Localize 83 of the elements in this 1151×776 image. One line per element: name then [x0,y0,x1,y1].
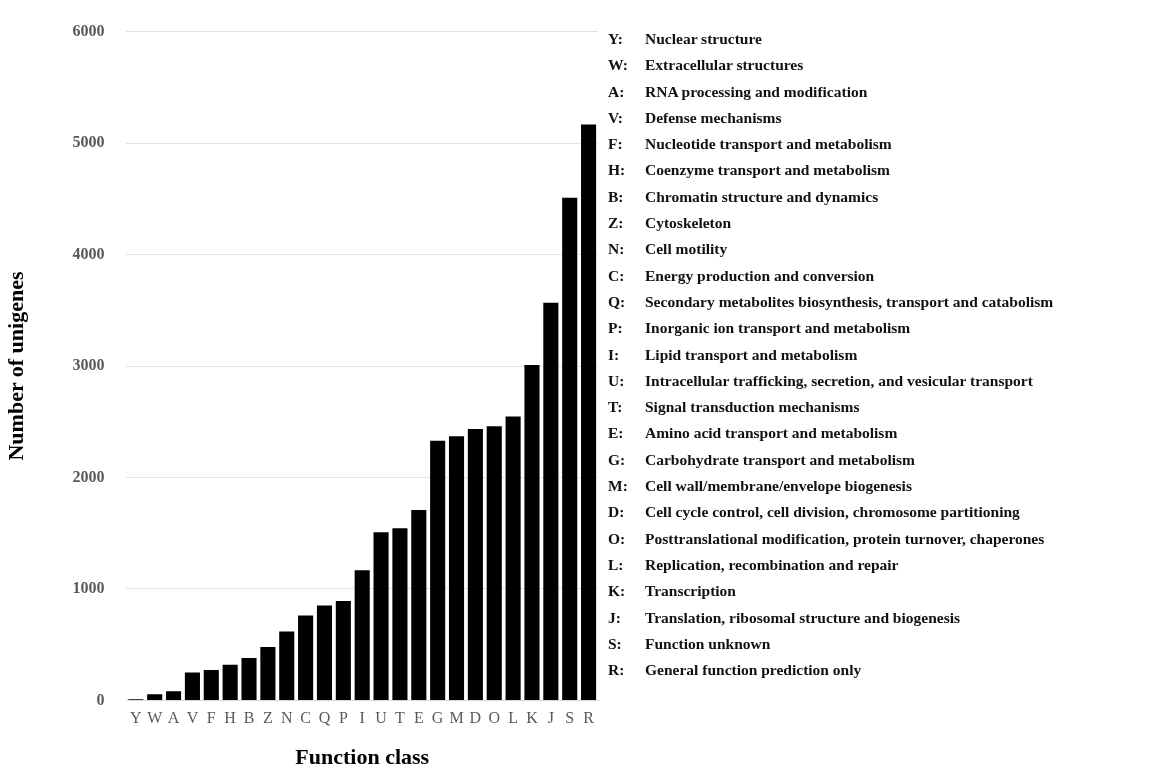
text: A: RNA processing and modification [608,82,868,100]
text: V: Defense mechanisms [608,108,782,126]
x-tick-label: L [508,709,518,727]
x-tick-label: U [375,709,388,727]
text: T: Signal transduction mechanisms [608,398,860,416]
y-tick-label: 6000 [72,21,105,39]
bar [203,670,219,700]
bar [335,601,351,700]
bar [147,694,163,700]
bar [392,528,408,700]
x-tick-label: S [565,709,575,727]
x-tick-label: K [526,709,539,727]
y-tick-label: 5000 [72,133,105,151]
text: H: Coenzyme transport and metabolism [608,161,890,179]
bar [298,615,314,700]
y-tick-label: 3000 [72,356,105,374]
bar [279,631,295,700]
bar [166,691,182,700]
bar [505,416,521,700]
x-tick-label: M [449,709,464,727]
text: E: Amino acid transport and metabolism [608,424,898,442]
text: S: Function unknown [608,634,771,652]
text: D: Cell cycle control, cell division, chromosome partitioning [608,503,1020,521]
text: B: Chromatin structure and dynamics [608,187,879,205]
y-tick-label: 0 [96,690,105,708]
x-tick-label: I [359,709,365,727]
bar [524,365,540,700]
text: U: Intracellular trafficking, secretion, and vesicular transport [608,371,1033,389]
x-tick-label: O [488,709,501,727]
text: J: Translation, ribosomal structure and biogenesis [608,608,961,626]
bar [373,532,389,700]
text: I: Lipid transport and metabolism [608,345,858,363]
x-tick-label: G [431,709,444,727]
x-tick-label: P [338,709,348,727]
bar [241,658,257,700]
bar [184,672,200,700]
text: R: General function prediction only [608,661,862,679]
x-tick-label: J [547,709,554,727]
x-tick-label: C [300,709,311,727]
y-tick-label: 1000 [72,579,105,597]
bar [316,605,333,700]
x-tick-label: E [413,709,424,727]
text: Y: Nuclear structure [608,30,762,47]
bar [448,436,465,700]
text: W: Extracellular structures [608,55,804,76]
text: C: Energy production and conversion [608,266,875,284]
x-tick-label: T [395,709,406,727]
text: F: Nucleotide transport and metabolism [608,135,892,153]
text: Z: Cytoskeleton [608,214,732,232]
x-tick-label: B [243,709,255,727]
bar [562,197,578,700]
x-tick-label: Q [318,709,331,727]
text: G: Carbohydrate transport and metabolism [608,450,915,468]
text: K: Transcription [608,582,736,600]
x-tick-label: V [186,709,199,727]
text: M: Cell wall/membrane/envelope biogenesis [608,476,912,497]
text: O: Posttranslational modification, protein turnover, chaperones [608,529,1045,547]
x-tick-label: F [206,709,216,727]
x-tick-label: R [583,709,595,727]
bar [467,429,483,700]
y-tick-label: 2000 [72,467,105,485]
text: Q: Secondary metabolites biosynthesis, transport and catabolism [608,292,1054,310]
x-tick-label: A [167,709,180,727]
x-tick-label: D [469,709,482,727]
bar [222,664,238,700]
y-axis-title: Number of unigenes [2,271,28,461]
bar [411,510,427,700]
x-axis-title: Function class [295,744,430,770]
bar [260,646,276,700]
x-tick-label: Z [262,709,273,727]
bar [543,302,559,700]
x-tick-label: Y [130,709,143,727]
x-tick-label: N [280,709,293,727]
text: P: Inorganic ion transport and metabolism [608,319,911,337]
bar [430,440,446,700]
bar [354,570,370,700]
text: L: Replication, recombination and repair [608,555,899,573]
x-tick-label: H [224,709,237,727]
bar [486,426,502,700]
y-tick-label: 4000 [72,244,105,262]
x-tick-label: W [147,709,164,727]
text: N: Cell motility [608,240,728,258]
bar [581,124,597,700]
